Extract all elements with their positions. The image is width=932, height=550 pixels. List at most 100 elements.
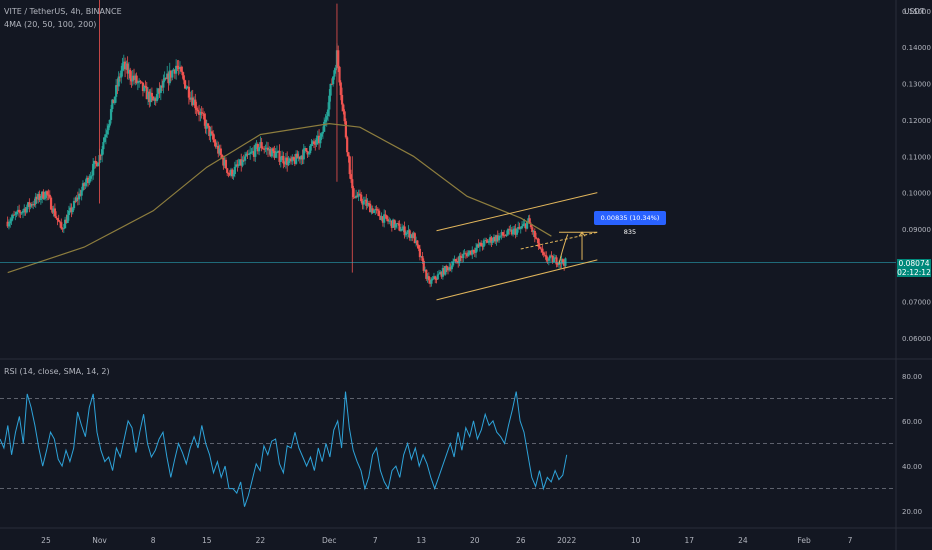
- candle-body: [360, 194, 363, 202]
- candle-body: [146, 91, 150, 100]
- candle-body: [362, 200, 365, 205]
- time-tick-label: 22: [256, 536, 266, 545]
- candle-body: [365, 199, 368, 206]
- candle-body: [139, 80, 142, 82]
- candle-body: [121, 63, 124, 71]
- candle-body: [540, 248, 543, 250]
- time-tick-label: 17: [684, 536, 694, 545]
- candle-body: [237, 165, 240, 166]
- candle-body: [510, 229, 513, 235]
- candle-body: [282, 155, 285, 164]
- candle-body: [141, 82, 145, 91]
- candle-body: [520, 226, 524, 229]
- candle-body: [259, 142, 262, 148]
- channel-lower-line: [436, 259, 598, 301]
- candle-body: [291, 157, 294, 162]
- candle-body: [67, 210, 71, 216]
- ma-line: [7, 122, 552, 274]
- candle-body: [79, 193, 82, 196]
- time-tick-label: 13: [416, 536, 426, 545]
- candle-body: [38, 194, 41, 200]
- candle-body: [527, 218, 530, 223]
- candle-body: [348, 156, 351, 175]
- candle-body: [467, 252, 470, 257]
- candle-body: [289, 158, 293, 162]
- candle-body: [226, 168, 229, 173]
- candle-body: [319, 136, 322, 144]
- candle-body: [194, 99, 197, 109]
- candle-body: [84, 182, 87, 186]
- candle-body: [195, 108, 198, 110]
- candle-body: [222, 157, 225, 166]
- candle-body: [26, 202, 30, 208]
- candle-body: [370, 208, 373, 213]
- candle-body: [295, 153, 298, 164]
- candle-body: [172, 69, 175, 71]
- price-tick-label: 0.11000: [902, 153, 931, 161]
- candle-body: [75, 197, 78, 202]
- candle-body: [316, 135, 319, 139]
- candle-body: [176, 65, 179, 68]
- candle-body: [416, 240, 419, 246]
- candle-body: [256, 144, 259, 152]
- candle-body: [240, 159, 243, 166]
- candle-body: [408, 230, 411, 239]
- candle-body: [551, 255, 554, 263]
- candle-body: [505, 234, 508, 236]
- candle-body: [118, 76, 122, 78]
- candle-body: [215, 145, 219, 147]
- candle-body: [346, 137, 349, 153]
- candle-body: [177, 67, 180, 70]
- candle-body: [167, 73, 170, 84]
- candle-body: [89, 176, 92, 179]
- candle-body: [229, 169, 233, 176]
- candle-body: [46, 191, 49, 195]
- candle-body: [163, 78, 166, 81]
- candle-body: [474, 247, 478, 253]
- candle-body: [218, 148, 221, 154]
- candle-body: [162, 80, 165, 88]
- candle-body: [24, 208, 27, 213]
- measurement-label[interactable]: 0.00835 (10.34%) 835: [594, 211, 666, 236]
- candle-body: [280, 155, 284, 160]
- candle-body: [18, 209, 21, 213]
- currency-label[interactable]: USDT: [904, 7, 925, 16]
- candle-body: [103, 137, 106, 143]
- candle-body: [321, 131, 325, 134]
- candle-body: [245, 153, 248, 157]
- candle-body: [339, 82, 342, 95]
- candle-body: [198, 111, 201, 115]
- candle-body: [403, 226, 406, 236]
- candle-body: [93, 160, 96, 164]
- candle-body: [109, 109, 113, 120]
- candle-body: [94, 160, 97, 163]
- candle-body: [482, 240, 485, 247]
- candle-body: [148, 91, 151, 103]
- candle-body: [546, 259, 549, 261]
- candle-body: [203, 113, 206, 120]
- candle-body: [462, 254, 465, 259]
- candle-body: [517, 227, 520, 230]
- candle-body: [284, 157, 288, 165]
- candle-body: [178, 66, 182, 70]
- candle-body: [385, 215, 388, 220]
- candle-body: [301, 155, 304, 160]
- candle-body: [330, 83, 333, 85]
- candle-body: [355, 195, 358, 198]
- candle-body: [168, 70, 171, 84]
- candle-body: [143, 85, 146, 91]
- candle-body: [423, 269, 427, 271]
- candle-body: [425, 269, 428, 279]
- candle-body: [53, 208, 56, 217]
- candle-body: [531, 227, 534, 232]
- candle-body: [113, 96, 116, 104]
- candle-body: [9, 221, 12, 224]
- candle-body: [503, 235, 506, 237]
- candle-body: [519, 228, 522, 229]
- candle-body: [232, 174, 235, 177]
- candle-body: [28, 202, 31, 207]
- candle-body: [323, 121, 326, 132]
- candle-body: [427, 276, 430, 281]
